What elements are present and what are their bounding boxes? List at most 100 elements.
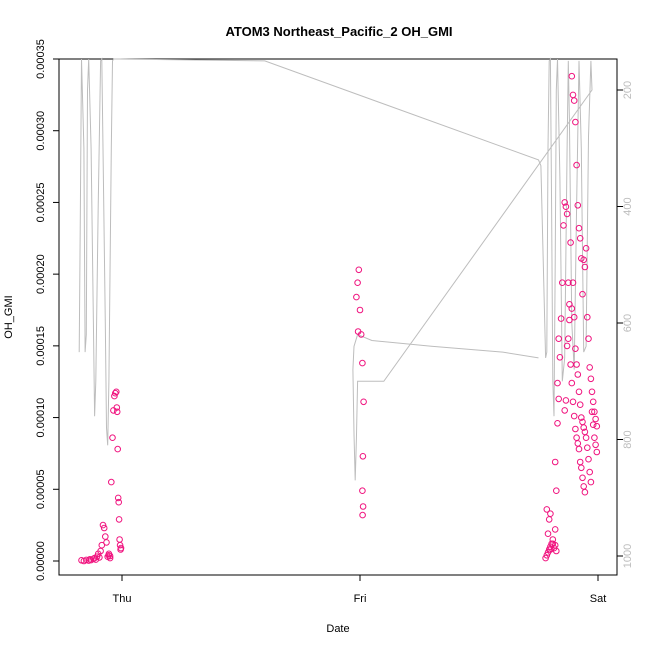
data-point: [581, 488, 589, 496]
data-point: [554, 420, 561, 427]
y-tick-label: 0.00005: [35, 469, 47, 509]
data-point: [359, 511, 366, 519]
data-point: [100, 524, 108, 532]
data-point: [359, 503, 367, 510]
data-point: [96, 554, 103, 561]
data-point: [572, 425, 579, 433]
data-point: [572, 345, 579, 353]
data-point: [114, 445, 121, 453]
data-point: [543, 506, 551, 513]
data-point: [578, 414, 585, 421]
altitude-line-series: [78, 57, 593, 481]
data-point: [563, 210, 571, 218]
data-point: [567, 239, 574, 246]
y-tick-label: 0.00000: [35, 541, 47, 581]
altitude-line: [78, 57, 593, 481]
y-tick-label: 0.00025: [35, 183, 47, 223]
data-point: [555, 335, 563, 343]
data-point: [578, 255, 585, 262]
x-axis: Thu Fri Sat: [113, 575, 607, 605]
data-point: [573, 434, 580, 442]
data-point: [544, 530, 552, 538]
data-point: [103, 539, 110, 546]
data-point: [574, 440, 582, 447]
data-point: [99, 521, 107, 529]
y-tick-label: 0.00015: [35, 326, 47, 366]
y-tick-label: 0.00010: [35, 398, 47, 438]
data-point: [568, 305, 576, 312]
y2-tick-label: 200: [622, 81, 634, 99]
data-point: [587, 375, 595, 383]
data-point: [567, 361, 574, 368]
data-point: [355, 266, 363, 274]
data-point: [359, 359, 366, 367]
data-point: [580, 424, 588, 431]
x-tick-label: Fri: [354, 593, 367, 605]
data-point: [591, 408, 598, 416]
data-point: [356, 306, 364, 314]
data-point: [591, 434, 598, 442]
y2-tick-label: 800: [622, 430, 634, 448]
data-point: [555, 395, 563, 403]
data-point: [575, 445, 583, 453]
data-point: [547, 510, 554, 518]
y-axis: 0.00000 0.00005 0.00010 0.00015 0.00020 0.000…: [35, 39, 59, 581]
data-point: [574, 371, 582, 378]
data-point: [549, 536, 557, 543]
data-point: [116, 541, 124, 549]
data-point: [557, 315, 565, 322]
data-point: [357, 331, 365, 338]
x-axis-label: Date: [326, 623, 349, 635]
data-point: [562, 397, 570, 404]
data-point: [566, 316, 573, 324]
data-point: [584, 444, 591, 452]
data-point: [588, 408, 596, 416]
secondary-y-axis: 200 400 600 800 1000: [617, 81, 634, 568]
data-point: [580, 483, 588, 490]
data-point: [102, 533, 109, 540]
data-point: [570, 313, 578, 321]
data-point: [551, 526, 559, 533]
data-point: [556, 354, 564, 361]
data-point: [553, 547, 560, 555]
data-point: [565, 279, 572, 287]
data-point: [112, 389, 119, 397]
y2-tick-label: 1000: [622, 544, 634, 568]
x-tick-label: Sat: [590, 593, 607, 605]
y2-tick-label: 600: [622, 314, 634, 332]
data-point: [98, 541, 106, 549]
data-point: [589, 398, 597, 406]
y-tick-label: 0.00035: [35, 39, 47, 79]
y-tick-label: 0.00020: [35, 254, 47, 294]
data-point: [553, 487, 560, 495]
y-axis-label: OH_GMI: [3, 295, 15, 338]
data-point: [581, 263, 589, 271]
data-point: [106, 552, 114, 560]
data-point: [354, 279, 361, 287]
data-point: [547, 546, 554, 553]
data-point: [563, 342, 571, 350]
data-point: [109, 434, 116, 442]
chart-title: ATOM3 Northeast_Pacific_2 OH_GMI: [225, 24, 452, 39]
data-point: [545, 516, 553, 523]
data-point: [572, 118, 579, 126]
data-point: [576, 401, 584, 409]
data-point: [554, 379, 561, 387]
data-point: [588, 388, 596, 396]
data-point: [569, 398, 577, 406]
data-point: [353, 293, 360, 301]
data-point: [570, 412, 578, 420]
data-point: [582, 245, 590, 252]
oh-points-series: [78, 72, 601, 565]
data-point: [569, 91, 577, 99]
data-point: [576, 458, 584, 466]
data-point: [585, 335, 592, 343]
data-point: [113, 388, 120, 396]
data-point: [543, 552, 551, 559]
data-point: [569, 279, 577, 287]
data-point: [111, 392, 118, 400]
y-tick-label: 0.00030: [35, 111, 47, 151]
data-point: [586, 468, 594, 476]
data-point: [360, 398, 367, 406]
